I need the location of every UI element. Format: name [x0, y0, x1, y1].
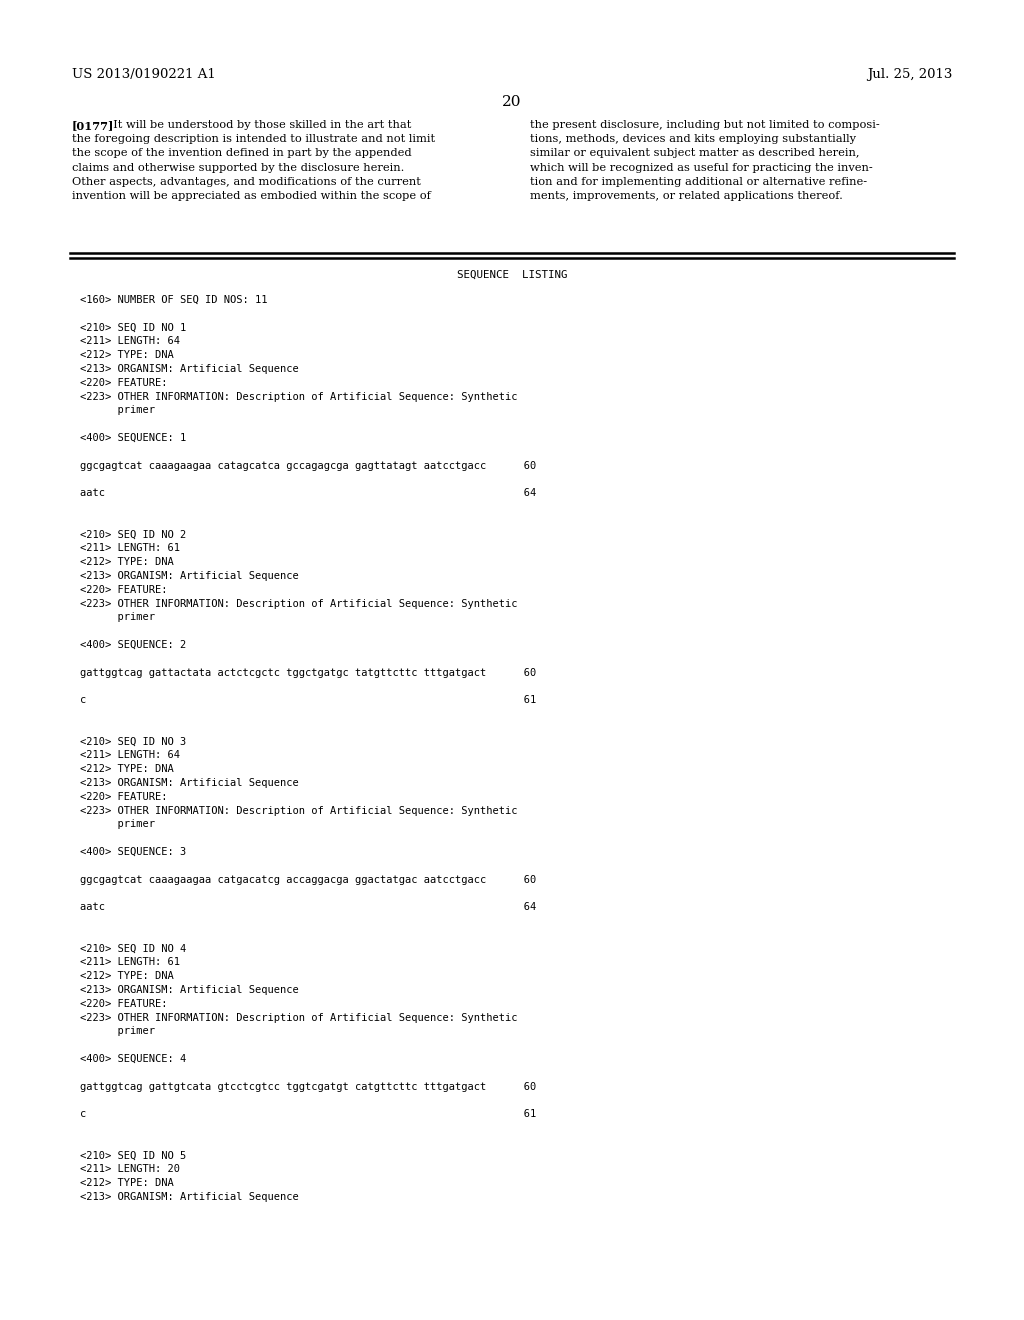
Text: <220> FEATURE:: <220> FEATURE:	[80, 378, 168, 388]
Text: 20: 20	[502, 95, 522, 110]
Text: <212> TYPE: DNA: <212> TYPE: DNA	[80, 764, 174, 775]
Text: <213> ORGANISM: Artificial Sequence: <213> ORGANISM: Artificial Sequence	[80, 777, 299, 788]
Text: <211> LENGTH: 64: <211> LENGTH: 64	[80, 750, 180, 760]
Text: SEQUENCE  LISTING: SEQUENCE LISTING	[457, 271, 567, 280]
Text: the foregoing description is intended to illustrate and not limit: the foregoing description is intended to…	[72, 135, 435, 144]
Text: <220> FEATURE:: <220> FEATURE:	[80, 999, 168, 1008]
Text: <210> SEQ ID NO 3: <210> SEQ ID NO 3	[80, 737, 186, 747]
Text: <212> TYPE: DNA: <212> TYPE: DNA	[80, 350, 174, 360]
Text: ggcgagtcat caaagaagaa catagcatca gccagagcga gagttatagt aatcctgacc      60: ggcgagtcat caaagaagaa catagcatca gccagag…	[80, 461, 537, 471]
Text: <210> SEQ ID NO 2: <210> SEQ ID NO 2	[80, 529, 186, 540]
Text: [0177]: [0177]	[72, 120, 115, 131]
Text: tion and for implementing additional or alternative refine-: tion and for implementing additional or …	[530, 177, 867, 187]
Text: <212> TYPE: DNA: <212> TYPE: DNA	[80, 557, 174, 568]
Text: <212> TYPE: DNA: <212> TYPE: DNA	[80, 1179, 174, 1188]
Text: <160> NUMBER OF SEQ ID NOS: 11: <160> NUMBER OF SEQ ID NOS: 11	[80, 294, 267, 305]
Text: c                                                                      61: c 61	[80, 696, 537, 705]
Text: <210> SEQ ID NO 1: <210> SEQ ID NO 1	[80, 322, 186, 333]
Text: <213> ORGANISM: Artificial Sequence: <213> ORGANISM: Artificial Sequence	[80, 985, 299, 995]
Text: <210> SEQ ID NO 4: <210> SEQ ID NO 4	[80, 944, 186, 953]
Text: <211> LENGTH: 61: <211> LENGTH: 61	[80, 957, 180, 968]
Text: invention will be appreciated as embodied within the scope of: invention will be appreciated as embodie…	[72, 191, 431, 201]
Text: <223> OTHER INFORMATION: Description of Artificial Sequence: Synthetic: <223> OTHER INFORMATION: Description of …	[80, 1012, 517, 1023]
Text: tions, methods, devices and kits employing substantially: tions, methods, devices and kits employi…	[530, 135, 856, 144]
Text: the scope of the invention defined in part by the appended: the scope of the invention defined in pa…	[72, 148, 412, 158]
Text: <223> OTHER INFORMATION: Description of Artificial Sequence: Synthetic: <223> OTHER INFORMATION: Description of …	[80, 805, 517, 816]
Text: <400> SEQUENCE: 4: <400> SEQUENCE: 4	[80, 1053, 186, 1064]
Text: primer: primer	[80, 612, 155, 623]
Text: <223> OTHER INFORMATION: Description of Artificial Sequence: Synthetic: <223> OTHER INFORMATION: Description of …	[80, 392, 517, 401]
Text: Jul. 25, 2013: Jul. 25, 2013	[866, 69, 952, 81]
Text: ggcgagtcat caaagaagaa catgacatcg accaggacga ggactatgac aatcctgacc      60: ggcgagtcat caaagaagaa catgacatcg accagga…	[80, 875, 537, 884]
Text: <211> LENGTH: 61: <211> LENGTH: 61	[80, 544, 180, 553]
Text: <211> LENGTH: 20: <211> LENGTH: 20	[80, 1164, 180, 1175]
Text: the present disclosure, including but not limited to composi-: the present disclosure, including but no…	[530, 120, 880, 129]
Text: US 2013/0190221 A1: US 2013/0190221 A1	[72, 69, 216, 81]
Text: primer: primer	[80, 405, 155, 416]
Text: <220> FEATURE:: <220> FEATURE:	[80, 585, 168, 595]
Text: c                                                                      61: c 61	[80, 1109, 537, 1119]
Text: <400> SEQUENCE: 1: <400> SEQUENCE: 1	[80, 433, 186, 444]
Text: <212> TYPE: DNA: <212> TYPE: DNA	[80, 972, 174, 981]
Text: <213> ORGANISM: Artificial Sequence: <213> ORGANISM: Artificial Sequence	[80, 572, 299, 581]
Text: primer: primer	[80, 1027, 155, 1036]
Text: gattggtcag gattactata actctcgctc tggctgatgc tatgttcttc tttgatgact      60: gattggtcag gattactata actctcgctc tggctga…	[80, 668, 537, 677]
Text: <211> LENGTH: 64: <211> LENGTH: 64	[80, 337, 180, 346]
Text: similar or equivalent subject matter as described herein,: similar or equivalent subject matter as …	[530, 148, 859, 158]
Text: <213> ORGANISM: Artificial Sequence: <213> ORGANISM: Artificial Sequence	[80, 1192, 299, 1203]
Text: gattggtcag gattgtcata gtcctcgtcc tggtcgatgt catgttcttc tttgatgact      60: gattggtcag gattgtcata gtcctcgtcc tggtcga…	[80, 1081, 537, 1092]
Text: ments, improvements, or related applications thereof.: ments, improvements, or related applicat…	[530, 191, 843, 201]
Text: claims and otherwise supported by the disclosure herein.: claims and otherwise supported by the di…	[72, 162, 404, 173]
Text: <223> OTHER INFORMATION: Description of Artificial Sequence: Synthetic: <223> OTHER INFORMATION: Description of …	[80, 598, 517, 609]
Text: It will be understood by those skilled in the art that: It will be understood by those skilled i…	[106, 120, 412, 129]
Text: <220> FEATURE:: <220> FEATURE:	[80, 792, 168, 801]
Text: which will be recognized as useful for practicing the inven-: which will be recognized as useful for p…	[530, 162, 872, 173]
Text: aatc                                                                   64: aatc 64	[80, 488, 537, 498]
Text: <210> SEQ ID NO 5: <210> SEQ ID NO 5	[80, 1151, 186, 1160]
Text: Other aspects, advantages, and modifications of the current: Other aspects, advantages, and modificat…	[72, 177, 421, 187]
Text: <400> SEQUENCE: 3: <400> SEQUENCE: 3	[80, 847, 186, 857]
Text: <400> SEQUENCE: 2: <400> SEQUENCE: 2	[80, 640, 186, 649]
Text: aatc                                                                   64: aatc 64	[80, 902, 537, 912]
Text: primer: primer	[80, 820, 155, 829]
Text: <213> ORGANISM: Artificial Sequence: <213> ORGANISM: Artificial Sequence	[80, 364, 299, 374]
